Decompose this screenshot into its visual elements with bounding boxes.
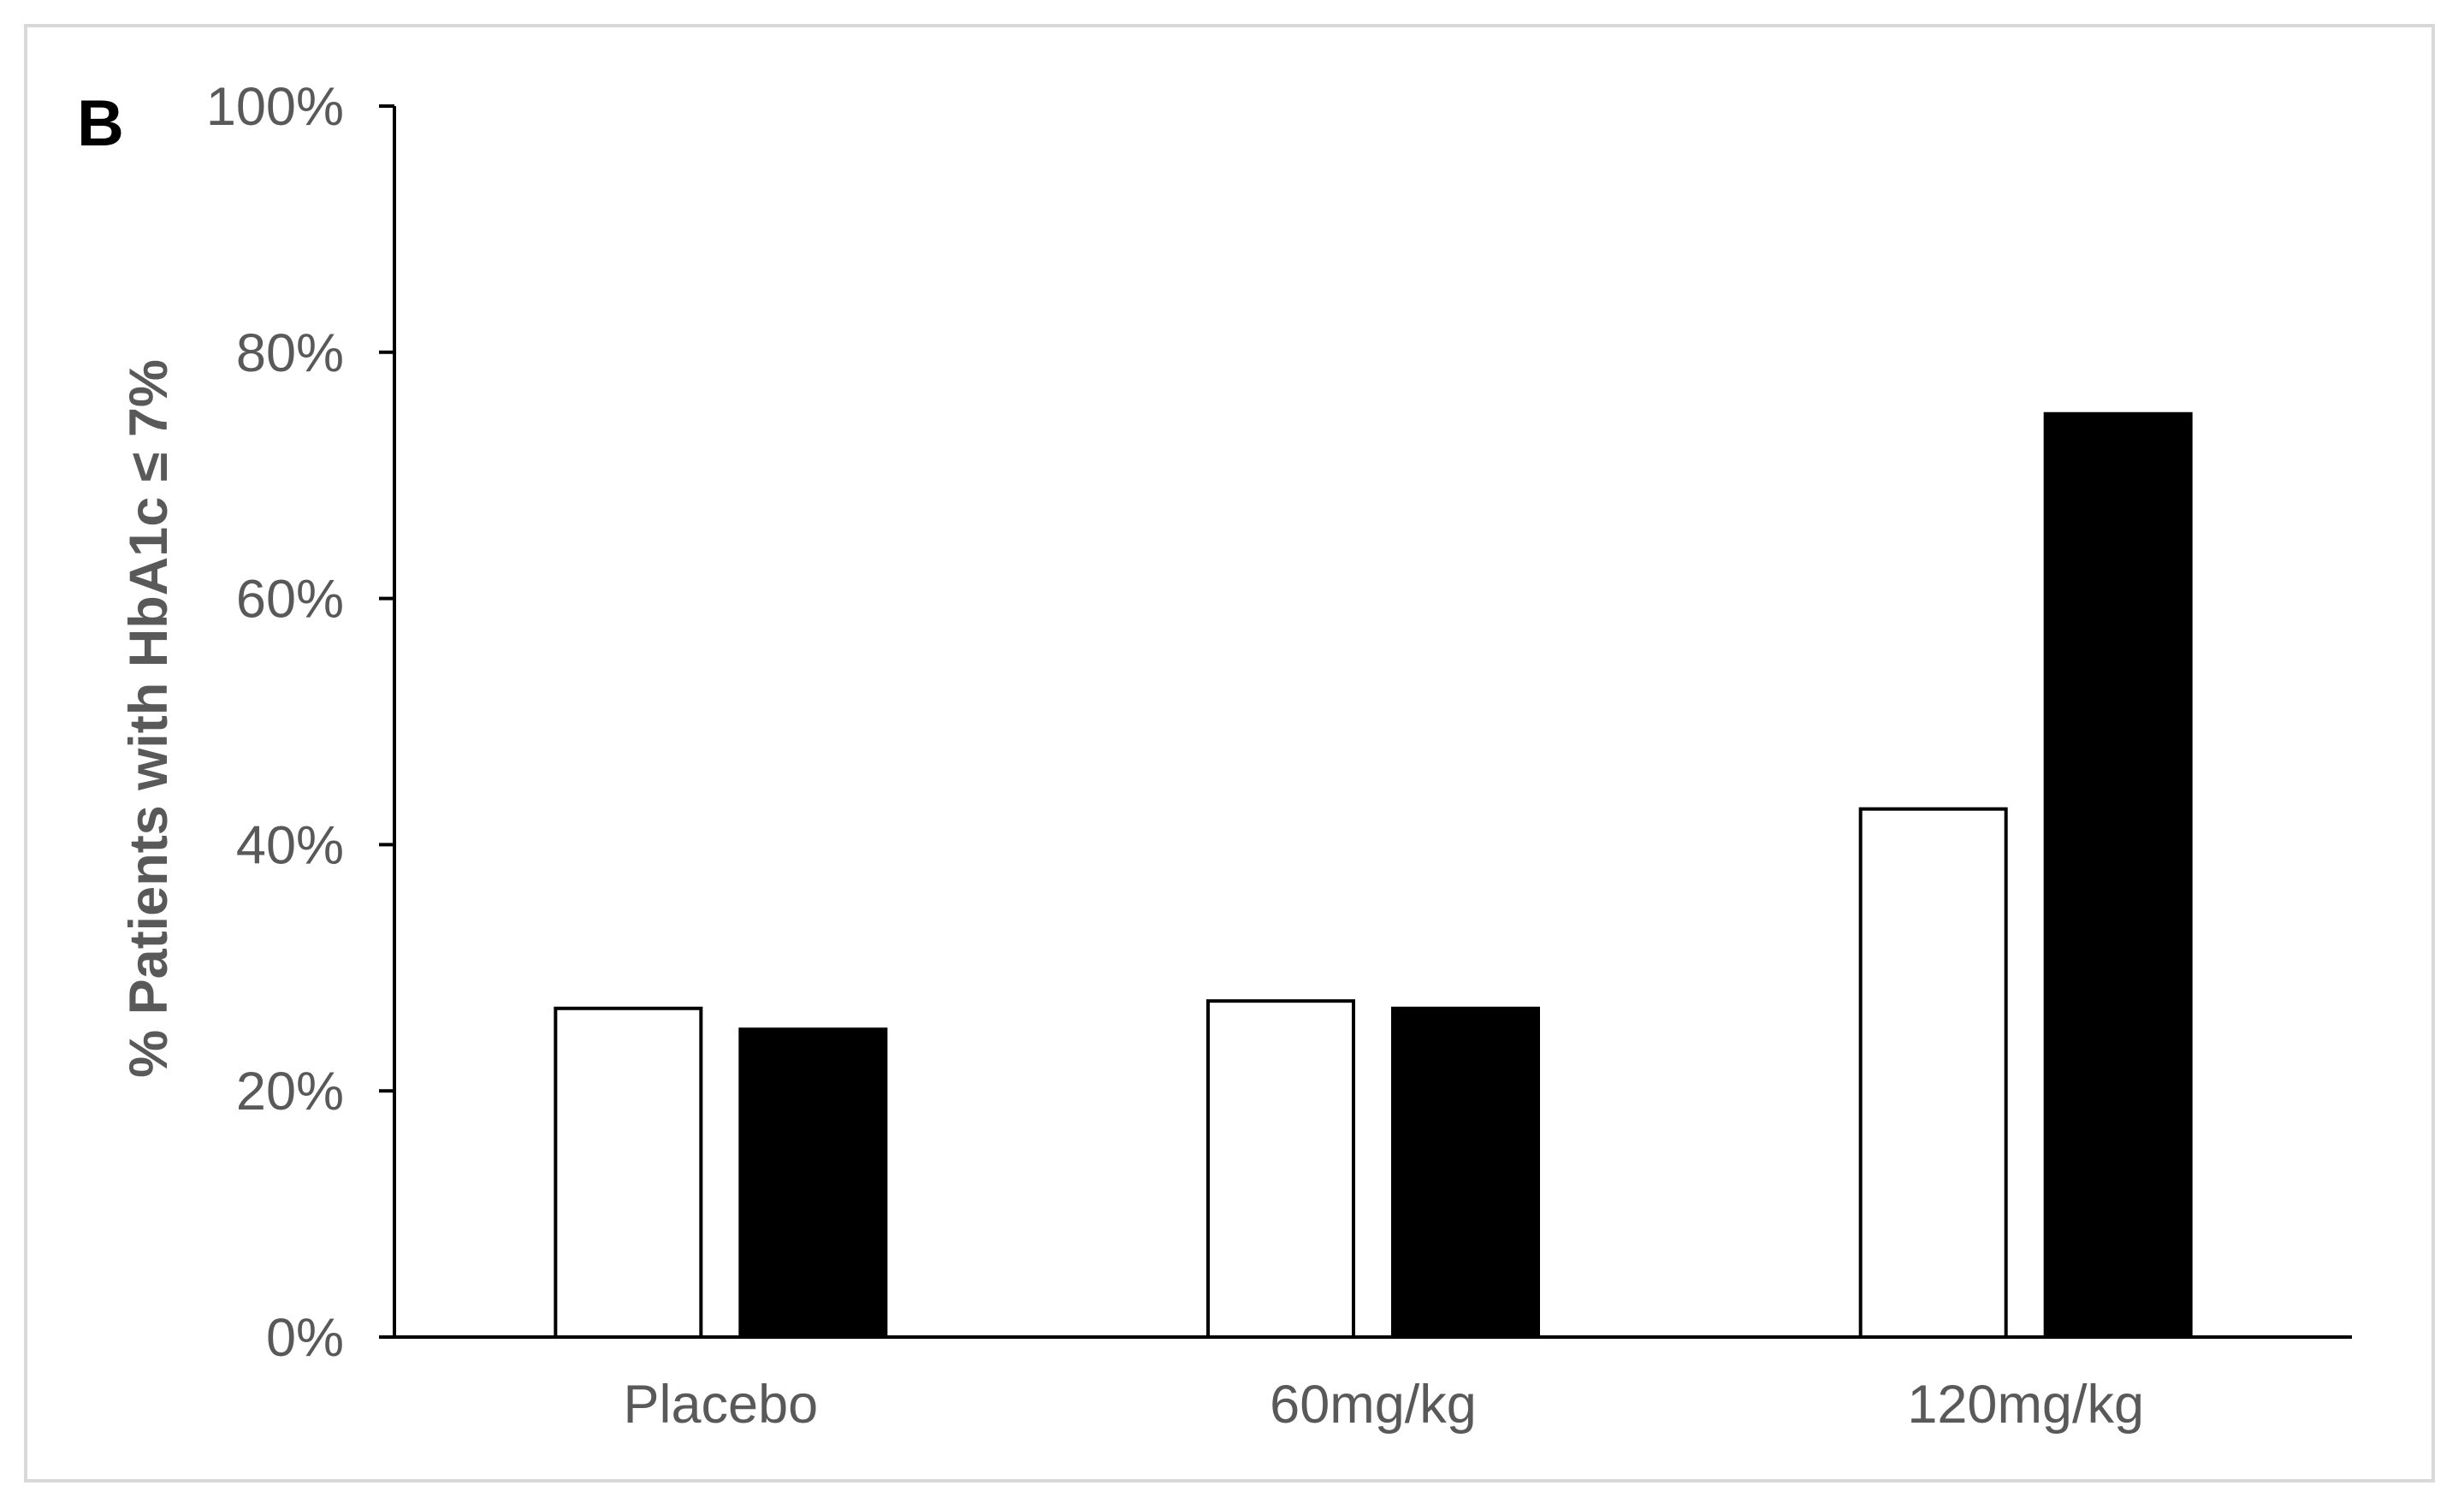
y-axis-title: % Patients with HbA1c ≤ 7% (119, 359, 179, 1078)
bar-series1 (1858, 807, 2008, 1339)
y-tick-label: 0% (266, 1308, 344, 1368)
bar-series2 (738, 1027, 888, 1339)
panel-label: B (77, 87, 124, 160)
bar-series2 (1391, 1006, 1540, 1339)
y-tick-label: 60% (236, 570, 344, 630)
bar-series1 (554, 1006, 703, 1339)
y-tick-label: 20% (236, 1062, 344, 1121)
x-category-label: 120mg/kg (1907, 1375, 2144, 1435)
y-axis-ticks: 0% 20% 40% 60% 80% 100% (206, 77, 394, 1368)
bars (554, 411, 2193, 1339)
bar-series1 (1206, 999, 1355, 1339)
x-category-label: Placebo (623, 1375, 818, 1435)
bar-series2 (2043, 411, 2193, 1339)
y-tick-label: 40% (236, 815, 344, 875)
y-tick-label: 100% (206, 77, 344, 137)
x-axis-labels: Placebo 60mg/kg 120mg/kg (623, 1375, 2144, 1435)
y-tick-label: 80% (236, 323, 344, 383)
x-category-label: 60mg/kg (1270, 1375, 1477, 1435)
